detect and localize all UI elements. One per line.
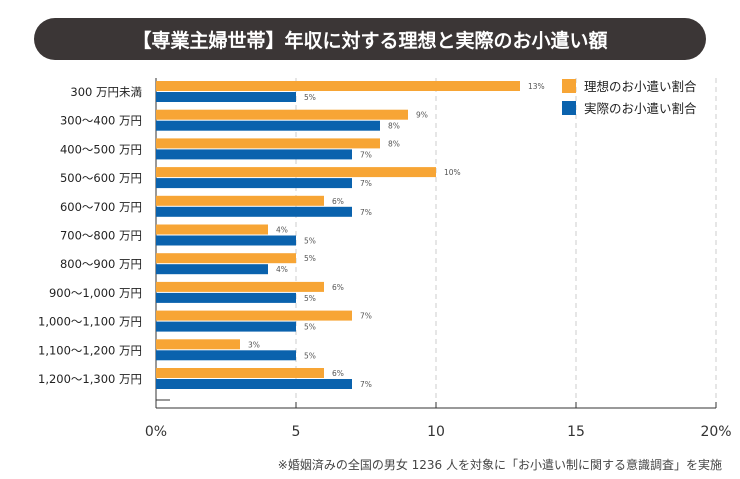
bar-actual xyxy=(156,292,296,303)
data-label: 8% xyxy=(388,139,400,148)
bar-ideal xyxy=(156,339,240,350)
bar-actual xyxy=(156,120,380,131)
category-label: 1,000～1,100 万円 xyxy=(38,315,142,329)
data-label: 7% xyxy=(360,179,372,188)
category-label: 900～1,000 万円 xyxy=(49,286,142,300)
legend-swatch-ideal xyxy=(562,78,576,93)
chart-title: 【専業主婦世帯】年収に対する理想と実際のお小遣い額 xyxy=(34,18,706,60)
legend-item-actual: 実際のお小遣い割合 xyxy=(562,98,697,117)
bar-actual xyxy=(156,235,296,246)
x-tick-label: 15 xyxy=(567,424,585,440)
legend-swatch-actual xyxy=(562,100,576,115)
data-label: 10% xyxy=(444,168,461,177)
bar-ideal xyxy=(156,310,352,321)
bar-ideal xyxy=(156,195,324,206)
data-label: 7% xyxy=(360,312,372,321)
data-label: 5% xyxy=(304,323,316,332)
data-label: 5% xyxy=(304,294,316,303)
bar-actual xyxy=(156,350,296,361)
footnote: ※婚姻済みの全国の男女 1236 人を対象に「お小遣い制に関する意識調査」を実施 xyxy=(277,458,722,472)
category-label: 600～700 万円 xyxy=(60,200,142,214)
bar-actual xyxy=(156,321,296,332)
category-label: 300～400 万円 xyxy=(60,114,142,128)
bar-ideal xyxy=(156,253,296,264)
bar-ideal xyxy=(156,138,380,149)
bar-actual xyxy=(156,149,352,160)
data-label: 5% xyxy=(304,351,316,360)
category-label: 1,200～1,300 万円 xyxy=(38,372,142,386)
x-tick-label: 5 xyxy=(292,424,301,440)
x-tick-label: 10 xyxy=(427,424,445,440)
category-label: 500～600 万円 xyxy=(60,171,142,185)
data-label: 6% xyxy=(332,197,344,206)
bar-actual xyxy=(156,264,268,275)
bar-ideal xyxy=(156,224,268,235)
data-label: 6% xyxy=(332,283,344,292)
x-tick-label: 0% xyxy=(145,424,167,440)
category-label: 300 万円未満 xyxy=(70,85,142,99)
legend-label-ideal: 理想のお小遣い割合 xyxy=(584,79,697,94)
legend-label-actual: 実際のお小遣い割合 xyxy=(584,101,697,116)
bar-ideal xyxy=(156,81,520,91)
bar-actual xyxy=(156,178,352,189)
data-label: 5% xyxy=(304,237,316,246)
data-label: 7% xyxy=(360,150,372,159)
bar-actual xyxy=(156,206,352,217)
bar-ideal xyxy=(156,368,324,378)
data-label: 6% xyxy=(332,369,344,378)
data-label: 7% xyxy=(360,380,372,389)
bar-actual xyxy=(156,92,296,102)
bar-ideal xyxy=(156,109,408,120)
data-label: 3% xyxy=(248,340,260,349)
data-label: 9% xyxy=(416,111,428,120)
bar-ideal xyxy=(156,167,436,178)
data-label: 7% xyxy=(360,208,372,217)
x-tick-label: 20% xyxy=(700,424,731,440)
category-label: 400～500 万円 xyxy=(60,142,142,156)
category-label: 800～900 万円 xyxy=(60,257,142,271)
bar-actual xyxy=(156,379,352,389)
data-label: 5% xyxy=(304,93,316,102)
data-label: 4% xyxy=(276,265,288,274)
category-label: 1,100～1,200 万円 xyxy=(38,343,142,357)
data-label: 5% xyxy=(304,254,316,263)
data-label: 4% xyxy=(276,226,288,235)
data-label: 8% xyxy=(388,122,400,131)
bar-ideal xyxy=(156,281,324,292)
data-label: 13% xyxy=(528,82,545,91)
category-label: 700～800 万円 xyxy=(60,229,142,243)
legend-item-ideal: 理想のお小遣い割合 xyxy=(562,76,697,95)
